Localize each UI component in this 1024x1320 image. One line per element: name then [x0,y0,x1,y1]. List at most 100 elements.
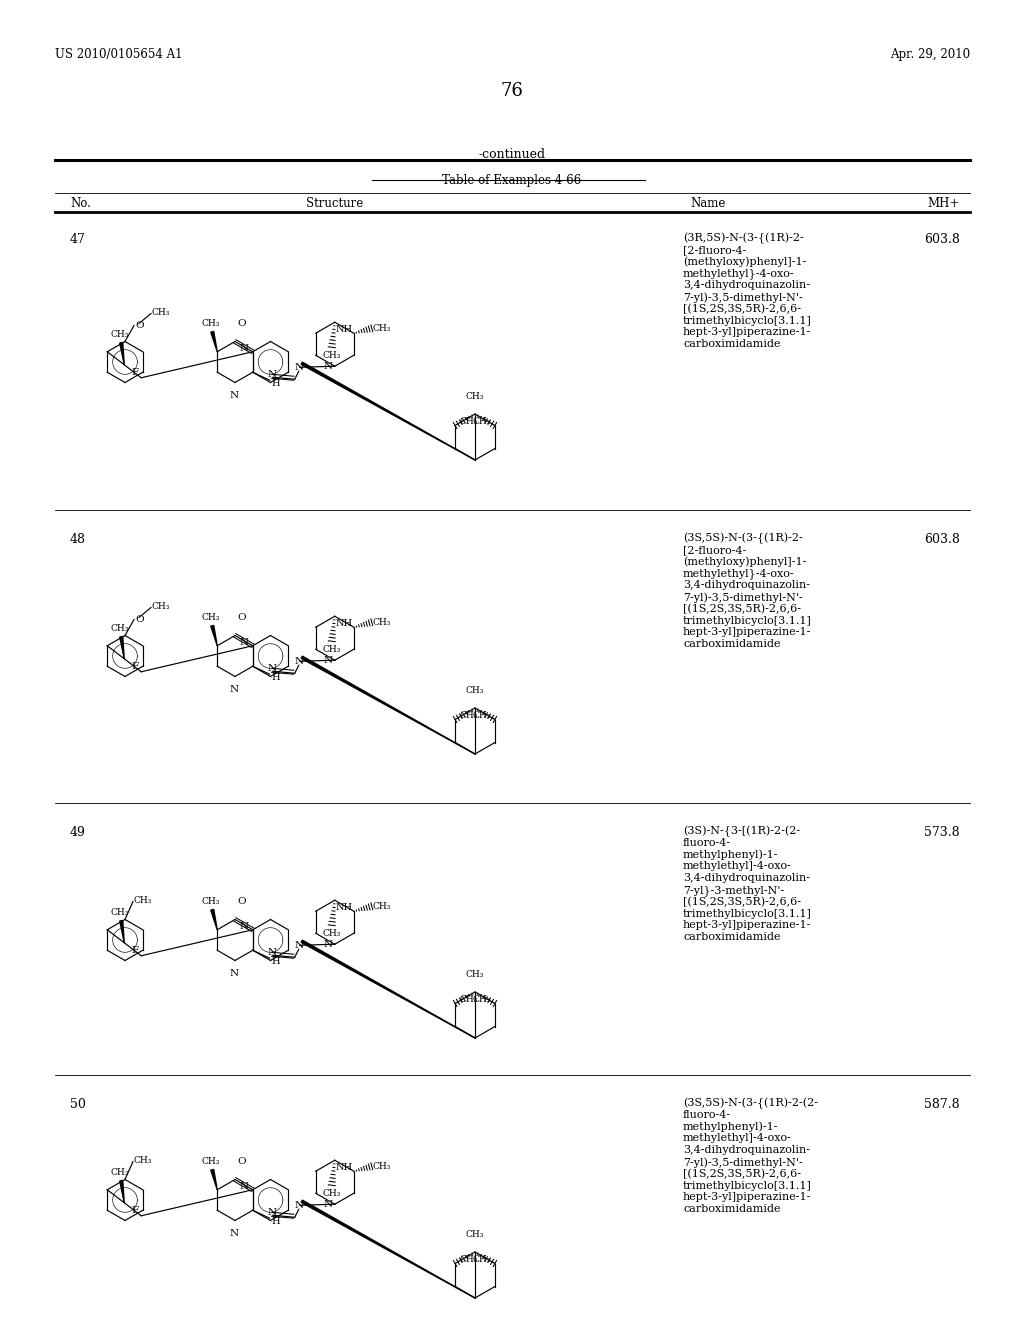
Text: CH₃: CH₃ [201,612,219,622]
Text: CH₃: CH₃ [466,392,484,401]
Text: methylphenyl)-1-: methylphenyl)-1- [683,1122,778,1133]
Text: N: N [267,948,276,957]
Text: CH₃: CH₃ [459,995,477,1005]
Text: hept-3-yl]piperazine-1-: hept-3-yl]piperazine-1- [683,627,811,638]
Text: hept-3-yl]piperazine-1-: hept-3-yl]piperazine-1- [683,327,811,338]
Text: [(1S,2S,3S,5R)-2,6,6-: [(1S,2S,3S,5R)-2,6,6- [683,304,801,314]
Text: 49: 49 [70,826,86,840]
Text: 50: 50 [70,1098,86,1111]
Text: MH+: MH+ [928,197,961,210]
Polygon shape [211,1170,217,1189]
Text: N: N [229,685,239,693]
Text: [2-fluoro-4-: [2-fluoro-4- [683,244,746,255]
Text: CH₃: CH₃ [323,645,341,655]
Text: [(1S,2S,3S,5R)-2,6,6-: [(1S,2S,3S,5R)-2,6,6- [683,603,801,614]
Text: CH₃: CH₃ [152,602,170,611]
Text: fluoro-4-: fluoro-4- [683,1110,731,1119]
Text: CH₃: CH₃ [323,1189,341,1199]
Text: CH₃: CH₃ [466,1230,484,1239]
Text: US 2010/0105654 A1: US 2010/0105654 A1 [55,48,182,61]
Text: methylethyl}-4-oxo-: methylethyl}-4-oxo- [683,268,795,280]
Text: O: O [237,614,246,623]
Text: 603.8: 603.8 [924,533,961,546]
Text: CH₃: CH₃ [323,351,341,360]
Text: 3,4-dihydroquinazolin-: 3,4-dihydroquinazolin- [683,1146,810,1155]
Text: CH₃: CH₃ [110,908,128,917]
Text: carboximidamide: carboximidamide [683,339,780,350]
Text: fluoro-4-: fluoro-4- [683,838,731,847]
Text: O: O [135,321,143,330]
Text: H: H [271,673,281,682]
Text: N: N [229,1229,239,1238]
Text: (3S,5S)-N-(3-{(1R)-2-(2-: (3S,5S)-N-(3-{(1R)-2-(2- [683,1098,818,1109]
Text: CH₃: CH₃ [110,1168,128,1176]
Text: N: N [324,656,333,665]
Text: (methyloxy)phenyl]-1-: (methyloxy)phenyl]-1- [683,256,806,267]
Text: 3,4-dihydroquinazolin-: 3,4-dihydroquinazolin- [683,581,810,590]
Text: No.: No. [70,197,91,210]
Text: (methyloxy)phenyl]-1-: (methyloxy)phenyl]-1- [683,557,806,568]
Text: CH₃: CH₃ [472,995,490,1005]
Text: 603.8: 603.8 [924,234,961,246]
Text: H: H [271,379,281,388]
Text: CH₃: CH₃ [373,1162,391,1171]
Text: 7-yl)-3,5-dimethyl-N'-: 7-yl)-3,5-dimethyl-N'- [683,1158,803,1168]
Polygon shape [301,940,475,1038]
Text: CH₃: CH₃ [472,1255,490,1265]
Text: N: N [229,391,239,400]
Text: CH₃: CH₃ [373,323,391,333]
Text: (3R,5S)-N-(3-{(1R)-2-: (3R,5S)-N-(3-{(1R)-2- [683,234,804,244]
Text: CH₃: CH₃ [373,902,391,911]
Text: N: N [324,362,333,371]
Text: N: N [240,639,249,647]
Text: carboximidamide: carboximidamide [683,932,780,942]
Text: -continued: -continued [478,148,546,161]
Text: N: N [324,1200,333,1209]
Text: methylethyl]-4-oxo-: methylethyl]-4-oxo- [683,862,792,871]
Text: N: N [267,1208,276,1217]
Text: hept-3-yl]piperazine-1-: hept-3-yl]piperazine-1- [683,1192,811,1203]
Text: Apr. 29, 2010: Apr. 29, 2010 [890,48,970,61]
Text: H: H [271,1217,281,1226]
Text: O: O [237,319,246,329]
Text: CH₃: CH₃ [466,970,484,979]
Polygon shape [120,920,124,942]
Text: F: F [132,1205,139,1214]
Text: hept-3-yl]piperazine-1-: hept-3-yl]piperazine-1- [683,920,811,931]
Text: 3,4-dihydroquinazolin-: 3,4-dihydroquinazolin- [683,280,810,290]
Polygon shape [211,331,217,351]
Text: CH₃: CH₃ [201,896,219,906]
Text: 3,4-dihydroquinazolin-: 3,4-dihydroquinazolin- [683,874,810,883]
Text: 7-yl}-3-methyl-N'-: 7-yl}-3-methyl-N'- [683,884,784,896]
Text: 48: 48 [70,533,86,546]
Text: N: N [267,664,276,673]
Text: NH: NH [336,325,353,334]
Text: F: F [132,945,139,954]
Text: CH₃: CH₃ [110,330,128,339]
Text: [(1S,2S,3S,5R)-2,6,6-: [(1S,2S,3S,5R)-2,6,6- [683,1168,801,1179]
Text: N: N [294,657,303,665]
Text: CH₃: CH₃ [201,1156,219,1166]
Text: 76: 76 [501,82,523,100]
Text: CH₃: CH₃ [459,711,477,719]
Text: CH₃: CH₃ [472,711,490,719]
Text: F: F [132,368,139,376]
Text: CH₃: CH₃ [152,308,170,317]
Text: NH: NH [336,1163,353,1172]
Text: O: O [237,1158,246,1167]
Text: N: N [324,940,333,949]
Text: NH: NH [336,903,353,912]
Text: Structure: Structure [306,197,364,210]
Polygon shape [120,636,124,659]
Text: CH₃: CH₃ [472,417,490,426]
Text: N: N [294,941,303,950]
Text: 587.8: 587.8 [925,1098,961,1111]
Polygon shape [211,626,217,645]
Text: Table of Examples 4-66: Table of Examples 4-66 [442,174,582,187]
Text: CH₃: CH₃ [459,1255,477,1265]
Text: trimethylbicyclo[3.1.1]: trimethylbicyclo[3.1.1] [683,1180,812,1191]
Text: 573.8: 573.8 [925,826,961,840]
Text: (3S)-N-{3-[(1R)-2-(2-: (3S)-N-{3-[(1R)-2-(2- [683,826,800,837]
Text: CH₃: CH₃ [459,417,477,426]
Text: CH₃: CH₃ [134,1156,153,1166]
